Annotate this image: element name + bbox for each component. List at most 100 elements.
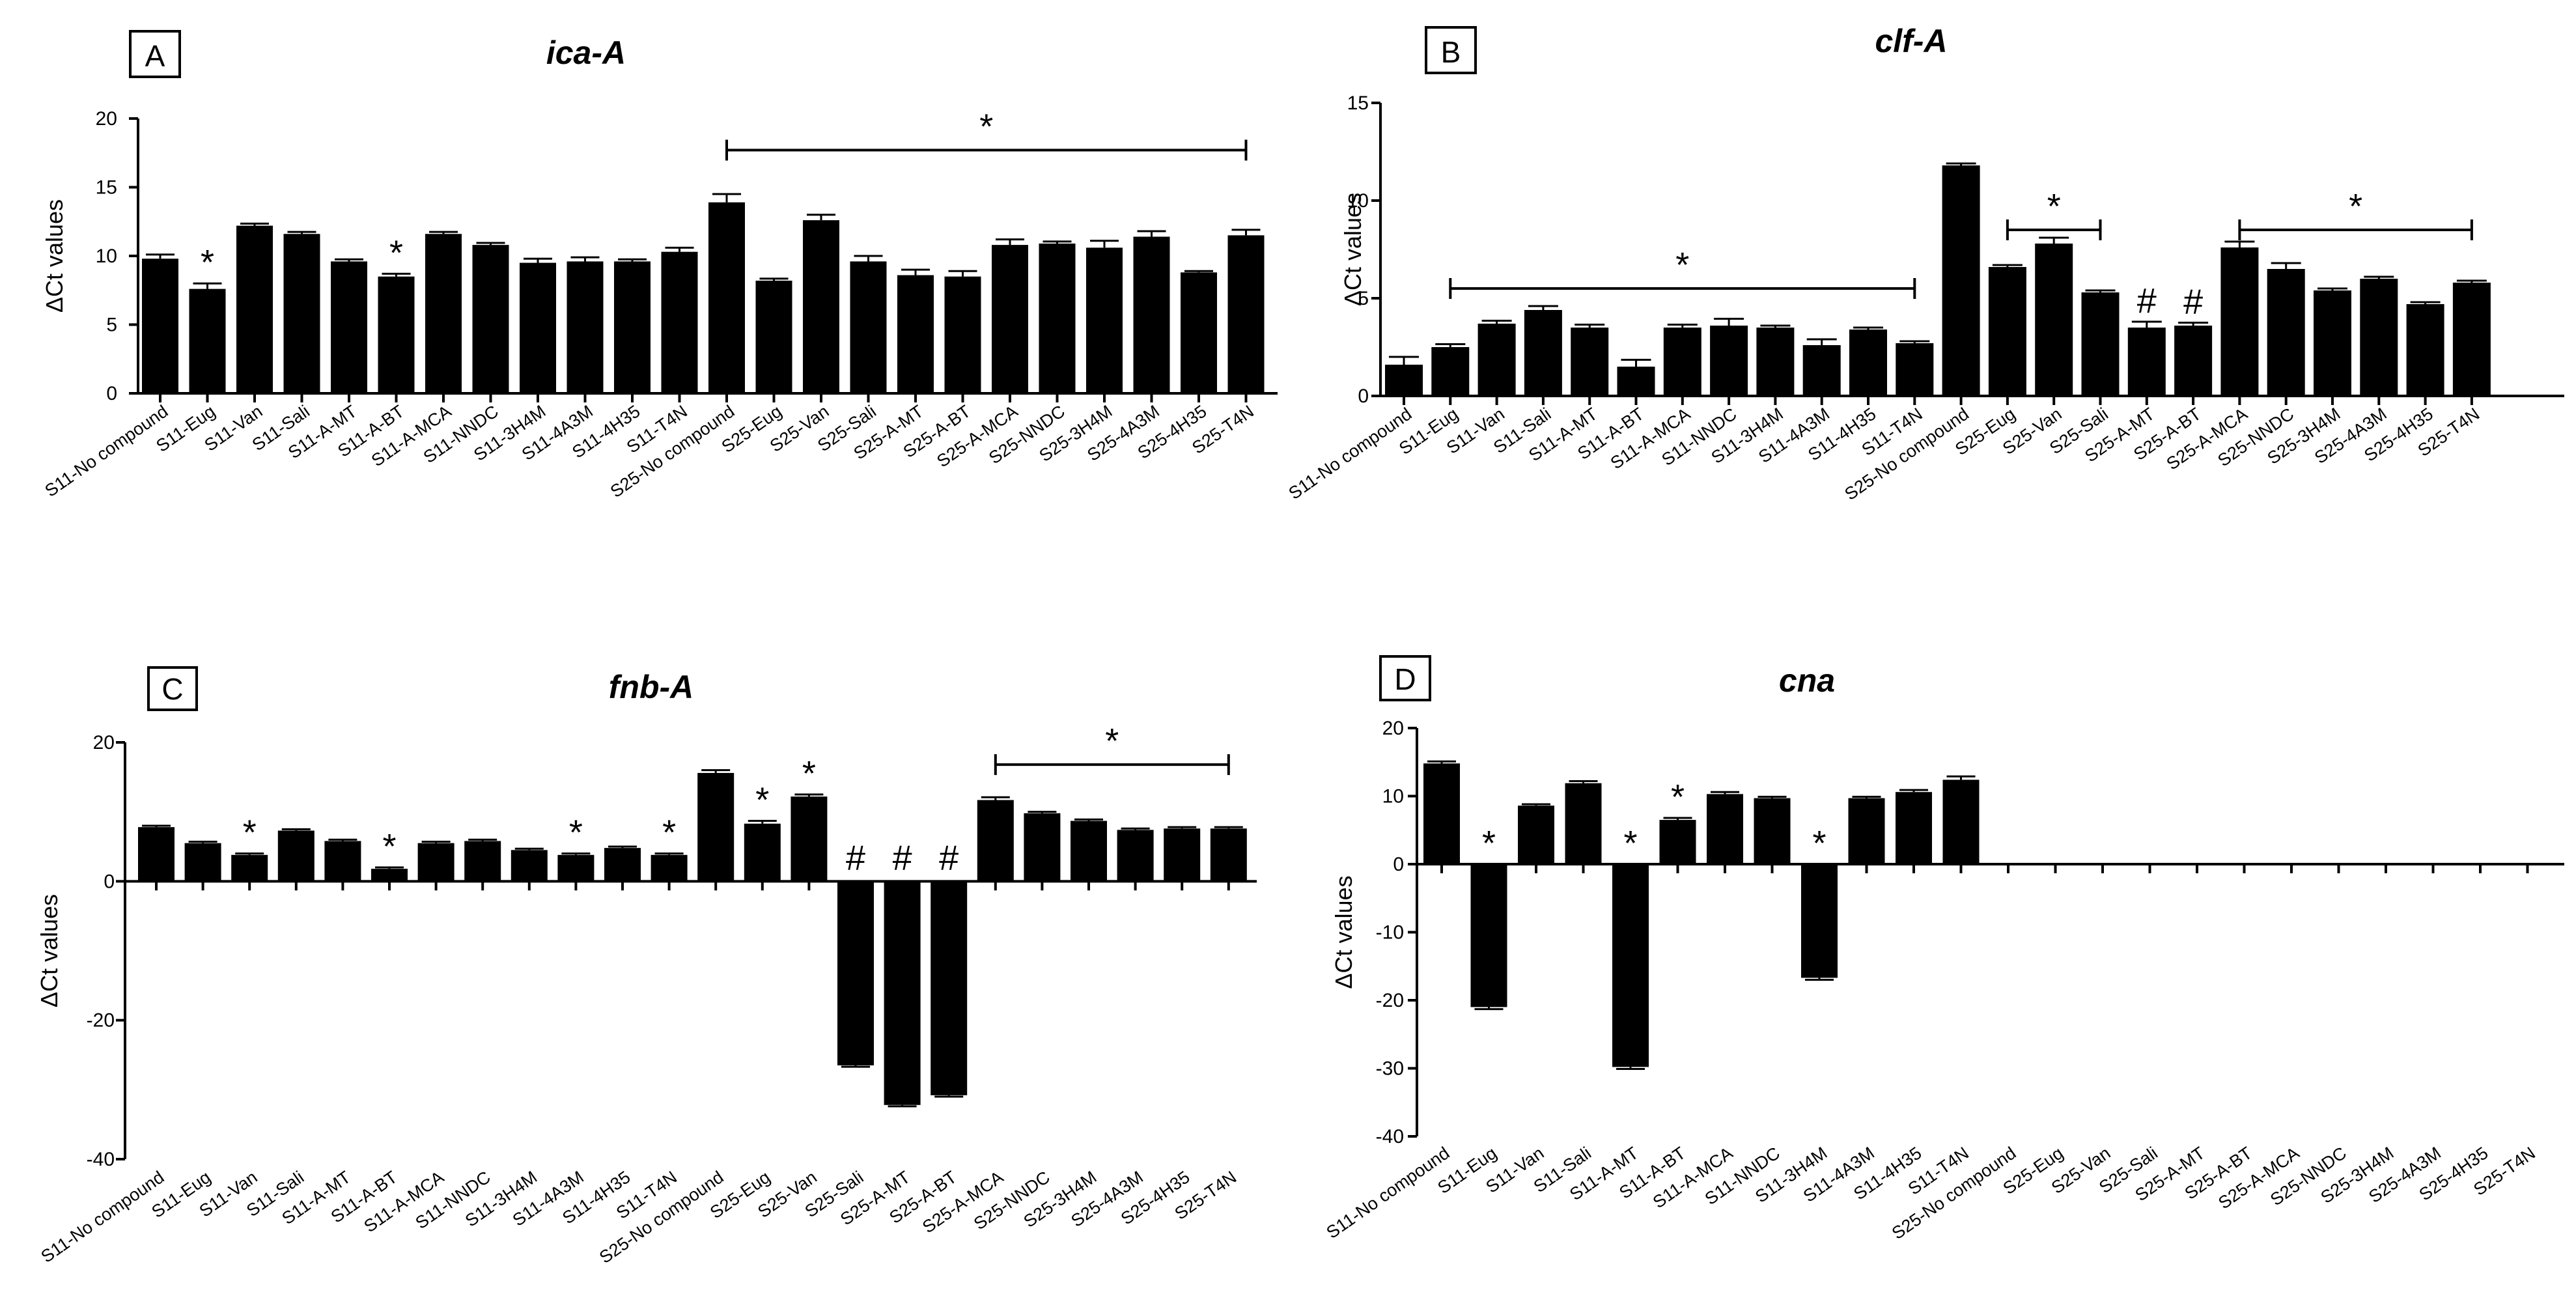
significance-mark: # bbox=[2137, 281, 2157, 320]
bracket-significance-mark: * bbox=[2349, 187, 2362, 226]
bar bbox=[2127, 328, 2166, 396]
panel-letter-box bbox=[1425, 26, 1477, 74]
bar bbox=[992, 245, 1028, 393]
bar bbox=[1942, 165, 1980, 396]
y-tick-label: 10 bbox=[1347, 190, 1369, 212]
y-tick-label: 15 bbox=[1347, 92, 1369, 114]
bar bbox=[520, 262, 556, 393]
chart-title: clf-A bbox=[1875, 23, 1947, 59]
bar bbox=[897, 275, 934, 393]
bar bbox=[1133, 236, 1170, 393]
bar bbox=[1849, 330, 1887, 396]
bar bbox=[884, 881, 921, 1105]
bar bbox=[142, 259, 178, 393]
y-tick-label: 0 bbox=[104, 871, 115, 892]
bar bbox=[189, 288, 226, 393]
bar bbox=[1164, 828, 1201, 882]
bar bbox=[1802, 345, 1841, 396]
bar bbox=[604, 848, 641, 882]
significance-mark: * bbox=[1482, 824, 1496, 863]
bar bbox=[931, 881, 968, 1095]
panel-letter-box bbox=[147, 666, 198, 711]
bar bbox=[1086, 247, 1123, 393]
bar bbox=[1071, 821, 1107, 882]
chart-title: ica-A bbox=[546, 35, 626, 71]
bar bbox=[837, 881, 874, 1065]
panel-letter: C bbox=[161, 672, 183, 706]
y-tick-label: 0 bbox=[1393, 854, 1404, 875]
bar bbox=[651, 854, 688, 882]
bar bbox=[1756, 328, 1795, 396]
y-tick-label: -10 bbox=[1376, 922, 1404, 944]
bar bbox=[378, 276, 415, 393]
bar bbox=[1470, 864, 1507, 1007]
y-tick-label: -20 bbox=[87, 1010, 115, 1032]
significance-mark: # bbox=[939, 838, 959, 877]
significance-mark: * bbox=[243, 813, 257, 852]
y-tick-label: 10 bbox=[1382, 786, 1404, 808]
y-axis-label: ΔCt values bbox=[1339, 193, 1366, 306]
significance-mark: * bbox=[802, 754, 816, 793]
bar bbox=[1801, 864, 1838, 978]
panel-letter: B bbox=[1441, 35, 1461, 69]
y-tick-label: 5 bbox=[1358, 288, 1369, 309]
panel-letter-box bbox=[1379, 655, 1431, 701]
bar bbox=[1710, 326, 1748, 396]
bracket-significance-mark: * bbox=[979, 107, 993, 147]
bar bbox=[2220, 247, 2259, 396]
y-tick-label: -40 bbox=[87, 1149, 115, 1170]
bar bbox=[1423, 763, 1460, 864]
bar bbox=[1477, 324, 1516, 396]
bar bbox=[472, 245, 509, 393]
bar bbox=[2314, 290, 2351, 396]
bracket-significance-mark: * bbox=[1675, 246, 1689, 285]
bar bbox=[1039, 244, 1076, 393]
bar bbox=[1565, 783, 1602, 864]
significance-mark: * bbox=[382, 827, 396, 866]
bar bbox=[791, 796, 828, 882]
bar bbox=[184, 843, 221, 882]
y-tick-label: 10 bbox=[96, 246, 117, 267]
bar bbox=[231, 854, 268, 882]
bar bbox=[1988, 267, 2026, 396]
bar bbox=[331, 261, 367, 393]
bar bbox=[1385, 365, 1423, 396]
bar bbox=[283, 234, 320, 393]
bar bbox=[425, 234, 462, 393]
bar bbox=[1848, 798, 1885, 864]
significance-mark: * bbox=[1812, 824, 1826, 863]
panel-letter: D bbox=[1394, 662, 1416, 696]
y-axis-label: ΔCt values bbox=[41, 199, 68, 313]
significance-mark: * bbox=[755, 781, 769, 820]
bar bbox=[1117, 830, 1154, 882]
bar bbox=[371, 869, 408, 882]
bar bbox=[138, 827, 175, 882]
significance-mark: # bbox=[846, 838, 865, 877]
chart-title: fnb-A bbox=[609, 669, 694, 705]
bar bbox=[1431, 347, 1470, 396]
bar bbox=[1663, 328, 1701, 396]
bar bbox=[1210, 828, 1247, 882]
significance-mark: # bbox=[2183, 283, 2203, 322]
bar bbox=[1024, 813, 1061, 882]
bar bbox=[755, 280, 792, 393]
bar bbox=[236, 225, 273, 393]
bar bbox=[277, 830, 315, 882]
y-tick-label: -40 bbox=[1376, 1126, 1404, 1147]
bracket-significance-mark: * bbox=[1105, 722, 1119, 761]
bar bbox=[1754, 798, 1791, 864]
y-tick-label: 0 bbox=[106, 383, 117, 404]
x-tick-label: S11-No compound bbox=[1285, 404, 1415, 503]
bar bbox=[1524, 310, 1562, 396]
panel-letter-box bbox=[129, 30, 181, 78]
significance-mark: * bbox=[389, 233, 403, 272]
bar bbox=[1942, 779, 1980, 864]
bar bbox=[464, 841, 501, 882]
x-tick-label: S11-No compound bbox=[41, 401, 171, 501]
y-tick-label: 20 bbox=[1382, 718, 1404, 739]
chart-title: cna bbox=[1779, 662, 1835, 699]
